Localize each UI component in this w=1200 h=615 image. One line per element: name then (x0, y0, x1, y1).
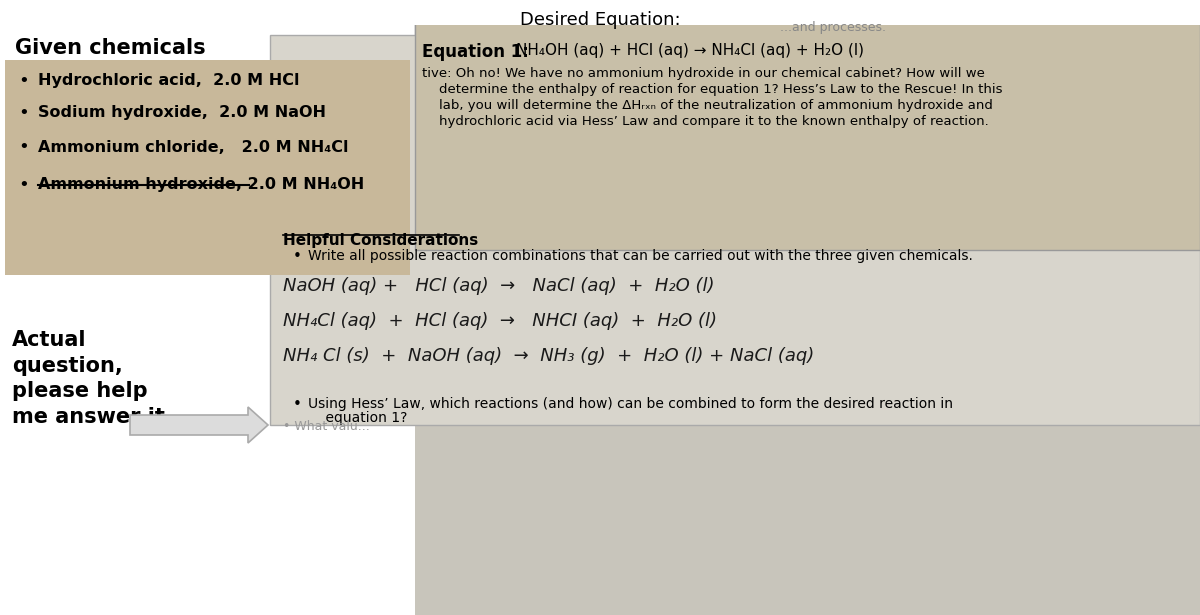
Text: Helpful Considerations: Helpful Considerations (283, 233, 479, 248)
Text: equation 1?: equation 1? (308, 411, 407, 425)
Text: Using Hess’ Law, which reactions (and how) can be combined to form the desired r: Using Hess’ Law, which reactions (and ho… (308, 397, 953, 411)
Text: NaOH (aq) +   HCl (aq)  →   NaCl (aq)  +  H₂O (l): NaOH (aq) + HCl (aq) → NaCl (aq) + H₂O (… (283, 277, 714, 295)
Bar (415, 0, 1200, 615)
Text: NH₄ Cl (s)  +  NaOH (aq)  →  NH₃ (g)  +  H₂O (l) + NaCl (aq): NH₄ Cl (s) + NaOH (aq) → NH₃ (g) + H₂O (… (283, 347, 815, 365)
Text: •: • (293, 397, 302, 412)
Bar (5, 60, 410, 275)
Text: Ammonium hydroxide, 2.0 M NH₄OH: Ammonium hydroxide, 2.0 M NH₄OH (38, 178, 365, 192)
Bar (270, 35, 1200, 425)
Text: •: • (18, 72, 29, 90)
Text: • What valu...: • What valu... (283, 420, 370, 433)
Text: Sodium hydroxide,  2.0 M NaOH: Sodium hydroxide, 2.0 M NaOH (38, 106, 326, 121)
Text: Ammonium chloride,   2.0 M NH₄Cl: Ammonium chloride, 2.0 M NH₄Cl (38, 140, 348, 154)
Text: lab, you will determine the ΔHᵣₓₙ of the neutralization of ammonium hydroxide an: lab, you will determine the ΔHᵣₓₙ of the… (422, 99, 992, 112)
Text: Equation 1:: Equation 1: (422, 43, 529, 61)
Text: Hydrochloric acid,  2.0 M HCl: Hydrochloric acid, 2.0 M HCl (38, 74, 300, 89)
Text: •: • (293, 249, 302, 264)
Bar (415, 20, 1200, 250)
Text: Given chemicals: Given chemicals (14, 38, 205, 58)
Text: hydrochloric acid via Hess’ Law and compare it to the known enthalpy of reaction: hydrochloric acid via Hess’ Law and comp… (422, 115, 989, 128)
Bar (0, 0, 415, 615)
Text: •: • (18, 138, 29, 156)
Text: determine the enthalpy of reaction for equation 1? Hess’s Law to the Rescue! In : determine the enthalpy of reaction for e… (422, 83, 1002, 96)
Bar (415, 18, 1200, 250)
Text: Desired Equation:: Desired Equation: (520, 11, 680, 29)
Text: NH₄OH (aq) + HCl (aq) → NH₄Cl (aq) + H₂O (l): NH₄OH (aq) + HCl (aq) → NH₄Cl (aq) + H₂O… (516, 43, 864, 58)
Text: NH₄Cl (aq)  +  HCl (aq)  →   NHCI (aq)  +  H₂O (l): NH₄Cl (aq) + HCl (aq) → NHCI (aq) + H₂O … (283, 312, 718, 330)
Text: •: • (18, 176, 29, 194)
Text: Write all possible reaction combinations that can be carried out with the three : Write all possible reaction combinations… (308, 249, 973, 263)
Text: Actual
question,
please help
me answer it: Actual question, please help me answer i… (12, 330, 164, 427)
Bar (0, 0, 1200, 25)
Text: tive: Oh no! We have no ammonium hydroxide in our chemical cabinet? How will we: tive: Oh no! We have no ammonium hydroxi… (422, 67, 985, 80)
Text: ...and processes.: ...and processes. (780, 21, 886, 34)
Text: •: • (18, 104, 29, 122)
Bar (0, 0, 1200, 25)
FancyArrow shape (130, 407, 268, 443)
